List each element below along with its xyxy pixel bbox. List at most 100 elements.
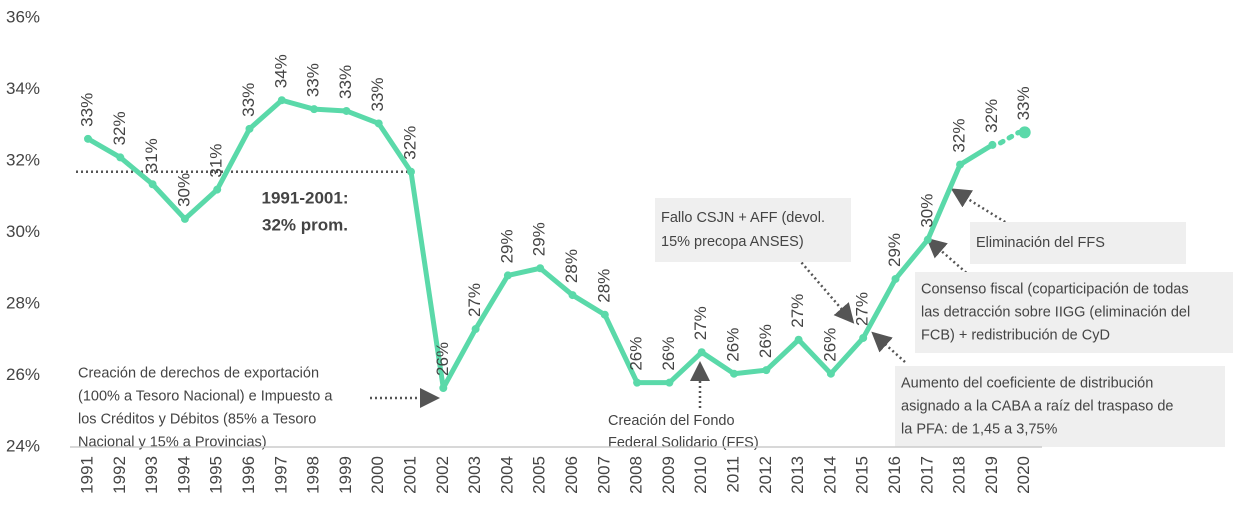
- annotation-text: Consenso fiscal (coparticipación de toda…: [921, 281, 1189, 297]
- data-label: 30%: [174, 173, 193, 207]
- x-tick-label: 1991: [77, 456, 96, 494]
- annotation-text: Creación de derechos de exportación: [78, 365, 319, 381]
- y-tick-label: 24%: [6, 436, 40, 455]
- data-label: 33%: [368, 77, 387, 111]
- point: [568, 291, 577, 300]
- data-label: 29%: [530, 222, 549, 256]
- data-label: 26%: [433, 342, 452, 376]
- annotation-text: Federal Solidario (FFS): [608, 435, 759, 451]
- data-label: 27%: [853, 292, 872, 326]
- x-tick-label: 1999: [336, 456, 355, 494]
- annotation-text: Fallo CSJN + AFF (devol.: [661, 210, 825, 226]
- point: [84, 134, 92, 143]
- x-tick-label: 1995: [207, 456, 226, 494]
- annotation-box: [895, 366, 1225, 447]
- x-tick-label: 2017: [917, 456, 936, 494]
- point: [600, 310, 609, 319]
- annotation-box: [915, 272, 1233, 353]
- x-tick-label: 2008: [627, 456, 646, 494]
- data-label: 33%: [336, 65, 355, 99]
- point: [859, 333, 868, 342]
- annotation-text: 15% precopa ANSES): [661, 234, 804, 250]
- x-tick-label: 2014: [820, 456, 839, 494]
- x-tick-label: 2004: [497, 456, 516, 494]
- x-tick-label: 2018: [950, 456, 969, 494]
- annotation-text: asignado a la CABA a raíz del traspaso d…: [901, 398, 1173, 414]
- annotation-text: las detracción sobre IIGG (eliminación d…: [921, 304, 1190, 320]
- point: [503, 271, 512, 280]
- x-tick-label: 2002: [433, 456, 452, 494]
- point: [148, 180, 157, 189]
- data-label: 28%: [594, 269, 613, 303]
- data-label: 28%: [562, 249, 581, 283]
- point: [956, 160, 965, 169]
- point: [826, 369, 835, 378]
- y-tick-label: 28%: [6, 293, 40, 312]
- annotation-text: Nacional y 15% a Provincias): [78, 434, 267, 450]
- arrow: [871, 331, 906, 363]
- x-tick-label: 2003: [465, 456, 484, 494]
- point: [923, 235, 932, 244]
- point: [245, 124, 254, 133]
- x-tick-label: 1998: [304, 456, 323, 494]
- annotation-text: la PFA: de 1,45 a 3,75%: [901, 421, 1057, 437]
- x-tick-label: 2013: [788, 456, 807, 494]
- point: [116, 153, 125, 162]
- point: [407, 167, 415, 176]
- y-tick-label: 30%: [6, 222, 40, 241]
- data-label: 30%: [917, 194, 936, 228]
- point: [310, 105, 319, 114]
- x-tick-label: 2011: [723, 456, 742, 493]
- annotation-box: [970, 222, 1186, 264]
- annotation-text: Creación del Fondo: [608, 413, 735, 429]
- point: [1018, 126, 1031, 139]
- x-tick-label: 1996: [239, 456, 258, 494]
- x-tick-label: 1994: [174, 456, 193, 494]
- x-tick-label: 2006: [562, 456, 581, 494]
- data-label: 33%: [77, 93, 96, 127]
- x-tick-label: 2020: [1014, 456, 1033, 494]
- point: [213, 185, 222, 194]
- annotation-text: los Créditos y Débitos (85% a Tesoro: [78, 411, 316, 427]
- data-label: 33%: [239, 83, 258, 117]
- x-tick-label: 2005: [530, 456, 549, 494]
- data-label: 34%: [271, 54, 290, 88]
- x-tick-label: 1993: [142, 456, 161, 494]
- data-label: 26%: [820, 328, 839, 362]
- x-tick-label: 2010: [691, 456, 710, 494]
- x-tick-label: 2012: [756, 456, 775, 494]
- y-tick-label: 36%: [6, 7, 40, 26]
- point: [277, 96, 286, 105]
- point: [665, 378, 674, 387]
- annotation-text: FCB) + redistribución de CyD: [921, 327, 1110, 343]
- data-label: 33%: [304, 63, 323, 97]
- annotation-box: [655, 198, 851, 262]
- data-label: 26%: [723, 328, 742, 362]
- annotation-text: Aumento del coeficiente de distribución: [901, 375, 1153, 391]
- x-tick-label: 2007: [594, 456, 613, 494]
- y-tick-label: 32%: [6, 150, 40, 169]
- point: [471, 325, 480, 334]
- arrow: [794, 254, 855, 324]
- annotation-arrows: [370, 188, 1019, 408]
- x-tick-label: 2000: [368, 456, 387, 494]
- data-label: 29%: [885, 233, 904, 267]
- point: [633, 378, 642, 387]
- data-label: 27%: [465, 283, 484, 317]
- data-label: 26%: [627, 337, 646, 371]
- average-label: 32% prom.: [262, 215, 348, 234]
- data-label: 31%: [207, 144, 226, 178]
- data-label: 26%: [756, 324, 775, 358]
- point: [730, 369, 738, 378]
- y-tick-label: 34%: [6, 79, 40, 98]
- x-tick-label: 2015: [853, 456, 872, 494]
- data-label: 29%: [497, 229, 516, 263]
- y-tick-label: 26%: [6, 365, 40, 384]
- data-label: 33%: [1014, 86, 1033, 120]
- point: [342, 106, 351, 115]
- arrow: [926, 237, 971, 277]
- point: [988, 140, 997, 149]
- x-tick-label: 2016: [885, 456, 904, 494]
- data-label: 32%: [110, 111, 129, 145]
